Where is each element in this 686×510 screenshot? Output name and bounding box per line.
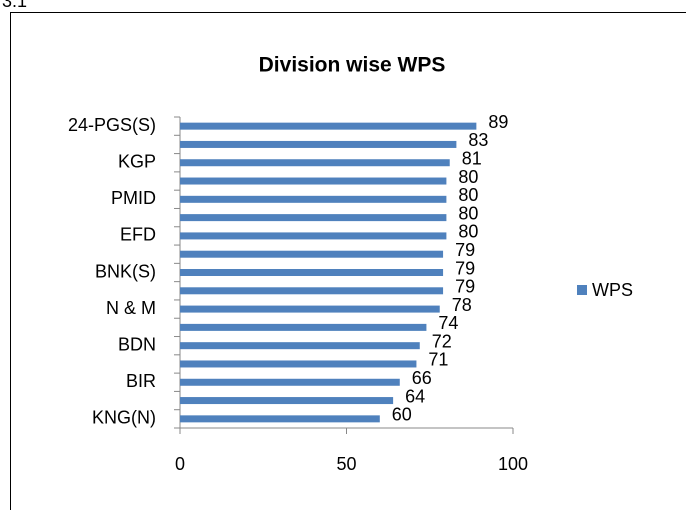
chart-frame bbox=[10, 12, 686, 510]
x-tick-label: 50 bbox=[336, 454, 356, 474]
bar bbox=[180, 397, 394, 405]
bar bbox=[180, 195, 447, 203]
y-tick-label: BDN bbox=[118, 334, 156, 354]
y-tick-label: KGP bbox=[118, 151, 156, 171]
value-label: 80 bbox=[458, 222, 478, 242]
y-tick-label: BNK(S) bbox=[95, 261, 156, 281]
value-label: 71 bbox=[428, 350, 448, 370]
chart-title: Division wise WPS bbox=[259, 54, 446, 77]
value-label: 64 bbox=[405, 386, 425, 406]
bar bbox=[180, 159, 450, 167]
value-label: 80 bbox=[458, 203, 478, 223]
value-label: 89 bbox=[488, 112, 508, 132]
value-label: 79 bbox=[455, 240, 475, 260]
bar bbox=[180, 214, 447, 222]
bar bbox=[180, 378, 400, 386]
bar bbox=[180, 342, 420, 350]
y-tick-label: BIR bbox=[126, 371, 156, 391]
value-label: 72 bbox=[432, 331, 452, 351]
bar bbox=[180, 122, 477, 130]
value-label: 81 bbox=[462, 148, 482, 168]
value-label: 74 bbox=[438, 313, 458, 333]
y-tick-label: 24-PGS(S) bbox=[68, 115, 156, 135]
bar bbox=[180, 360, 417, 368]
heading: 3.1 bbox=[2, 0, 27, 11]
bar bbox=[180, 415, 380, 423]
legend-label: WPS bbox=[592, 280, 633, 300]
y-tick-label: EFD bbox=[120, 225, 156, 245]
legend-swatch bbox=[577, 285, 587, 295]
x-tick-label: 0 bbox=[175, 454, 185, 474]
value-label: 78 bbox=[452, 295, 472, 315]
bar bbox=[180, 232, 447, 240]
y-tick-label: PMID bbox=[111, 188, 156, 208]
value-label: 79 bbox=[455, 258, 475, 278]
x-tick-label: 100 bbox=[498, 454, 528, 474]
y-tick-label: N & M bbox=[106, 298, 156, 318]
value-label: 66 bbox=[412, 368, 432, 388]
bar bbox=[180, 140, 457, 148]
value-label: 79 bbox=[455, 277, 475, 297]
bar bbox=[180, 250, 444, 258]
value-label: 60 bbox=[392, 405, 412, 425]
y-tick-label: KNG(N) bbox=[92, 408, 156, 428]
bar bbox=[180, 287, 444, 295]
bar bbox=[180, 269, 444, 276]
value-label: 83 bbox=[468, 130, 488, 150]
bar bbox=[180, 323, 427, 331]
bar bbox=[180, 305, 440, 313]
value-label: 80 bbox=[458, 167, 478, 187]
value-label: 80 bbox=[458, 185, 478, 205]
bar bbox=[180, 177, 447, 185]
